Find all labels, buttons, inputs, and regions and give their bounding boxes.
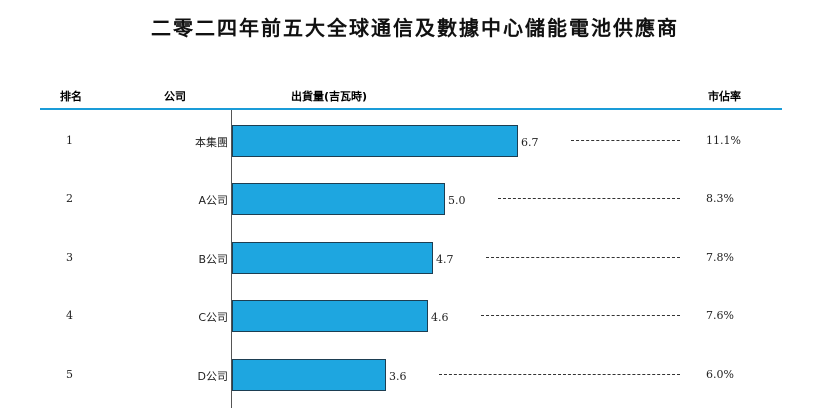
rank-label: 4 xyxy=(66,309,73,322)
shipment-value-label: 6.7 xyxy=(521,136,539,149)
column-header-rank: 排名 xyxy=(60,90,82,103)
column-header-shipment: 出貨量(吉瓦時) xyxy=(291,90,368,103)
column-header-company: 公司 xyxy=(164,90,186,103)
market-share-label: 7.8% xyxy=(706,251,734,264)
shipment-value-label: 3.6 xyxy=(389,370,407,383)
rank-label: 5 xyxy=(66,368,73,381)
leader-line xyxy=(498,198,680,199)
shipment-value-label: 4.7 xyxy=(436,253,454,266)
leader-line xyxy=(571,140,680,141)
company-label: 本集團 xyxy=(195,136,228,149)
market-share-label: 11.1% xyxy=(706,134,741,147)
rank-label: 2 xyxy=(66,192,73,205)
column-header-share: 市佔率 xyxy=(708,90,741,103)
market-share-label: 7.6% xyxy=(706,309,734,322)
market-share-label: 6.0% xyxy=(706,368,734,381)
company-label: B公司 xyxy=(198,253,228,266)
leader-line xyxy=(439,374,680,375)
shipment-bar xyxy=(232,242,433,274)
chart-title: 二零二四年前五大全球通信及數據中心儲能電池供應商 xyxy=(151,16,679,40)
shipment-value-label: 4.6 xyxy=(431,311,449,324)
shipment-bar xyxy=(232,359,386,391)
shipment-value-label: 5.0 xyxy=(448,194,466,207)
rank-label: 1 xyxy=(66,134,73,147)
bar-baseline-axis xyxy=(231,110,232,408)
shipment-bar xyxy=(232,183,445,215)
leader-line xyxy=(481,315,680,316)
header-divider xyxy=(40,108,782,110)
company-label: A公司 xyxy=(198,194,228,207)
rank-label: 3 xyxy=(66,251,73,264)
leader-line xyxy=(486,257,680,258)
company-label: C公司 xyxy=(198,311,228,324)
shipment-bar xyxy=(232,300,428,332)
shipment-bar xyxy=(232,125,518,157)
company-label: D公司 xyxy=(197,370,228,383)
market-share-label: 8.3% xyxy=(706,192,734,205)
